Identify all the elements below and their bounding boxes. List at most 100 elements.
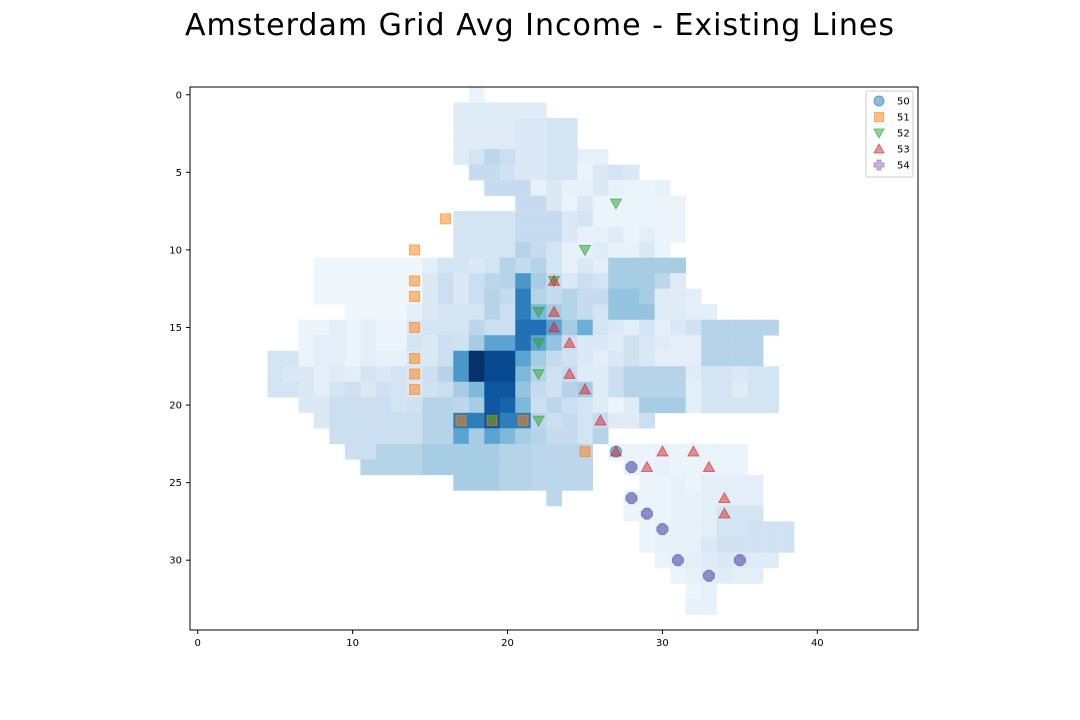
heatmap-cell (577, 474, 594, 491)
heatmap-cell (763, 319, 779, 336)
heatmap-cell (670, 474, 686, 491)
heatmap-cell (747, 366, 764, 383)
heatmap-cell (639, 381, 655, 398)
heatmap-cell (344, 412, 361, 429)
x-tick-label: 20 (501, 638, 514, 649)
heatmap-cell (313, 350, 330, 367)
heatmap-cell (530, 242, 547, 258)
heatmap-cell (592, 428, 609, 445)
heatmap-cell (623, 412, 640, 429)
heatmap-cell (530, 180, 547, 196)
heatmap-cell (453, 118, 470, 134)
heatmap-cell (360, 443, 377, 460)
heatmap-cell (453, 102, 470, 119)
heatmap-cell (530, 381, 547, 398)
heatmap-cell (313, 319, 330, 336)
marker-series-53 (547, 305, 561, 317)
heatmap-cell (499, 211, 516, 227)
heatmap-cell (406, 412, 423, 429)
heatmap-cell (468, 428, 485, 445)
heatmap-cell (592, 211, 609, 227)
heatmap-cell (344, 366, 361, 383)
heatmap-cell (763, 366, 779, 383)
heatmap-cell (608, 335, 624, 352)
heatmap-cell (716, 366, 733, 383)
heatmap-cell (732, 474, 748, 491)
heatmap-cell (654, 180, 671, 196)
legend-label: 50 (897, 97, 910, 108)
heatmap-cell (499, 350, 516, 367)
heatmap-cell (561, 242, 578, 258)
heatmap-cell (468, 164, 485, 181)
legend-marker-53 (873, 142, 885, 154)
heatmap-cell (577, 195, 594, 212)
heatmap-cell (391, 412, 408, 429)
marker-series-53 (594, 414, 607, 426)
heatmap-cell (453, 273, 470, 289)
heatmap-cell (484, 350, 501, 367)
heatmap-cell (375, 304, 392, 321)
marker-series-53 (547, 320, 561, 333)
heatmap-cell (468, 459, 485, 476)
heatmap-cell (561, 412, 578, 429)
marker-series-51 (579, 446, 591, 458)
heatmap-cell (639, 288, 655, 305)
heatmap-cell (298, 335, 315, 352)
marker-series-52 (532, 415, 545, 428)
heatmap-cell (360, 381, 377, 398)
heatmap-cell (546, 350, 563, 367)
heatmap-cell (701, 366, 717, 383)
heatmap-cell (592, 195, 609, 212)
heatmap-cell (499, 459, 516, 476)
heatmap-cell (670, 521, 686, 538)
marker-series-54 (733, 554, 746, 567)
heatmap-cell (313, 381, 330, 398)
heatmap-cell (468, 304, 485, 321)
heatmap-cell (515, 428, 532, 445)
heatmap-cell (484, 118, 501, 134)
heatmap-cell (732, 335, 748, 352)
marker-series-52 (609, 198, 623, 210)
heatmap-cell (298, 366, 315, 383)
heatmap-cell (608, 412, 624, 429)
heatmap-cell (639, 474, 655, 491)
heatmap-cell (577, 335, 594, 352)
x-tick-label: 40 (811, 638, 824, 649)
heatmap-cell (747, 505, 764, 522)
heatmap-cell (313, 397, 330, 414)
heatmap-cell (499, 133, 516, 150)
heatmap-cell (654, 257, 671, 274)
heatmap-cell (654, 226, 671, 243)
heatmap-cell (608, 397, 624, 414)
heatmap-cell (437, 412, 454, 429)
heatmap-cell (267, 366, 284, 383)
heatmap-cell (484, 381, 501, 398)
heatmap-cell (639, 536, 655, 553)
heatmap-cell (484, 304, 501, 321)
heatmap-cell (577, 273, 594, 289)
heatmap-cell (484, 288, 501, 305)
heatmap-cell (329, 412, 346, 429)
heatmap-cell (639, 211, 655, 227)
heatmap-cell (344, 288, 361, 305)
heatmap-cell (530, 397, 547, 414)
heatmap-cell (577, 412, 594, 429)
heatmap-cell (685, 567, 702, 584)
heatmap-cell (453, 397, 470, 414)
heatmap-cell (716, 459, 733, 476)
heatmap-cell (375, 459, 392, 476)
heatmap-cell (546, 164, 563, 181)
heatmap-cell (437, 397, 454, 414)
heatmap-cell (701, 474, 717, 491)
legend-label: 51 (897, 113, 910, 124)
heatmap-cell (499, 381, 516, 398)
heatmap-cell (360, 459, 377, 476)
heatmap-cell (453, 443, 470, 460)
heatmap-cell (577, 304, 594, 321)
heatmap-cell (391, 257, 408, 274)
heatmap-cell (422, 443, 439, 460)
heatmap-cell (453, 288, 470, 305)
heatmap-cell (732, 350, 748, 367)
heatmap-cell (685, 288, 702, 305)
legend: 50 51 52 53 54 (865, 90, 914, 178)
